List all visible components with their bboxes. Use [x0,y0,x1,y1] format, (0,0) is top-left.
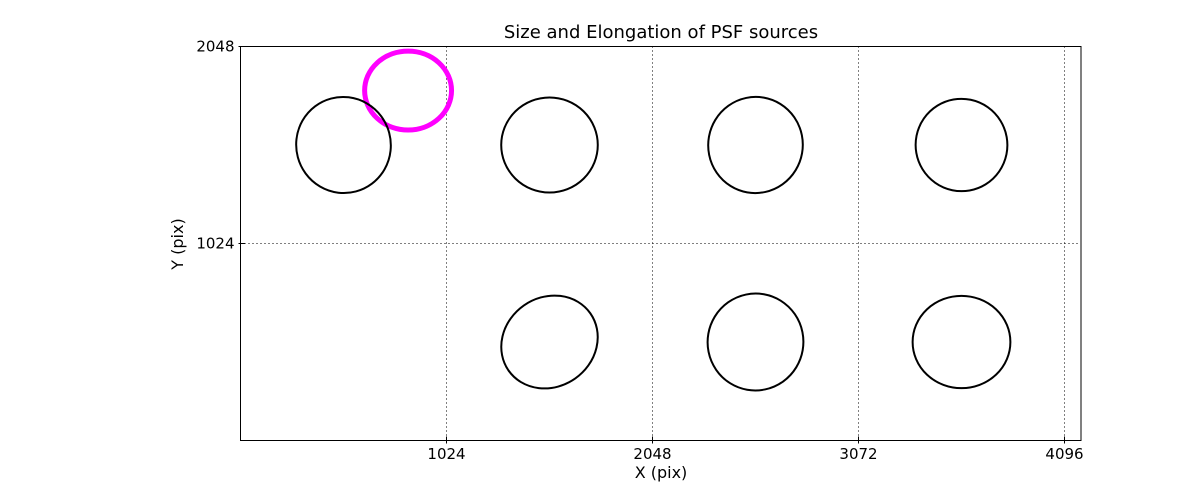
y-axis-label: Y (pix) [168,218,187,270]
psf-ellipse [911,294,1012,390]
psf-ellipse [914,97,1009,193]
psf-ellipse [500,294,599,390]
psf-ellipse [706,292,805,392]
y-tick-label: 2048 [196,38,234,56]
psf-ellipse [500,96,599,194]
psf-ellipse [707,95,804,195]
y-tick-label: 1024 [196,235,234,253]
chart-title: Size and Elongation of PSF sources [503,22,819,43]
x-tick-label: 1024 [427,445,465,463]
psf-ellipse-highlighted [362,48,455,133]
psf-ellipse [295,95,392,195]
x-tick-label: 3072 [839,445,877,463]
x-tick-label: 2048 [633,445,671,463]
x-axis-label: X (pix) [634,463,688,482]
x-tick-label: 4096 [1045,445,1083,463]
axes-spines [240,46,1082,441]
